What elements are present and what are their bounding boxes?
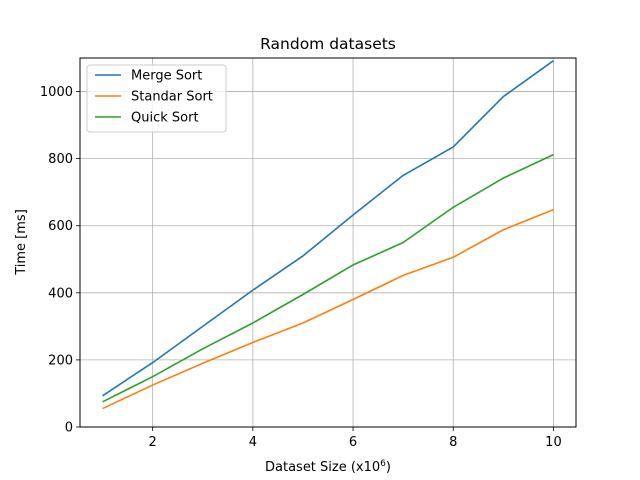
grid <box>80 58 576 428</box>
legend-label-standar-sort: Standar Sort <box>131 90 213 105</box>
series-line-quick-sort <box>102 153 554 403</box>
legend-box <box>86 64 227 133</box>
series-lines <box>102 60 554 410</box>
y-axis-label: Time [ms] <box>14 209 29 276</box>
y-tick-label: 400 <box>48 286 73 301</box>
y-tick-label: 1000 <box>40 85 73 100</box>
x-tick-label: 2 <box>149 435 157 450</box>
chart-title: Random datasets <box>260 35 396 53</box>
y-tick-label: 0 <box>65 421 73 436</box>
series-line-merge-sort <box>102 60 554 397</box>
x-tick-label: 10 <box>545 435 562 450</box>
legend: Merge Sort Standar Sort Quick Sort <box>86 64 227 133</box>
y-tick-label: 600 <box>48 219 73 234</box>
plot-frame <box>79 57 577 428</box>
x-axis-label-exponent: 6 <box>380 459 386 469</box>
x-axis: 2 4 6 8 10 <box>149 427 562 450</box>
x-tick-label: 6 <box>349 435 357 450</box>
x-tick-label: 8 <box>449 435 457 450</box>
legend-label-merge-sort: Merge Sort <box>131 69 202 84</box>
y-tick-label: 200 <box>48 353 73 368</box>
y-tick-label: 800 <box>48 152 73 167</box>
legend-label-quick-sort: Quick Sort <box>131 111 199 126</box>
x-tick-label: 4 <box>249 435 257 450</box>
x-axis-label: Dataset Size (x106) <box>265 459 391 475</box>
y-axis: 0 200 400 600 800 1000 <box>40 85 80 436</box>
series-line-standar-sort <box>102 208 554 410</box>
